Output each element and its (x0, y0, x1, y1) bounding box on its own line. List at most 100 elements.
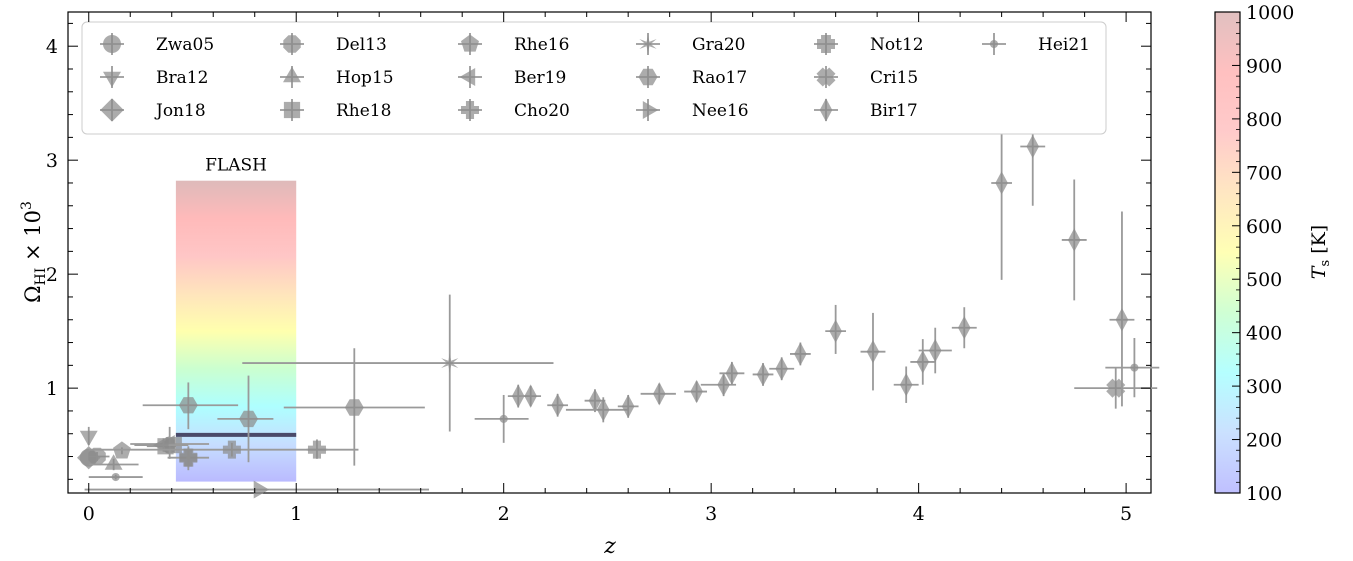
data-point (700, 373, 737, 397)
legend-frame (81, 21, 1107, 135)
y-tick-label: 4 (46, 36, 58, 58)
x-tick-label: 5 (1120, 503, 1132, 525)
colorbar-tick-label: 400 (1246, 323, 1282, 345)
marker-hei21 (1130, 363, 1139, 372)
x-axis-label: z (603, 534, 616, 559)
legend-label: Rao17 (692, 68, 747, 88)
data-point (88, 454, 139, 471)
marker-bir17 (690, 379, 703, 404)
legend-entry-jon18: Jon18 (100, 98, 206, 122)
data-point (719, 361, 745, 386)
colorbar-label: Ts [K] (1308, 225, 1333, 279)
marker-gra20 (441, 353, 459, 373)
marker-hei21 (499, 414, 508, 423)
marker-bir17 (717, 373, 730, 397)
legend-entry-nee16: Nee16 (636, 99, 749, 121)
legend-entry-hei21: Hei21 (982, 33, 1090, 55)
legend-marker (459, 68, 476, 86)
marker-bir17 (621, 394, 635, 419)
legend-label: Hop15 (336, 68, 394, 88)
marker-hei21 (111, 472, 120, 482)
legend-marker (819, 98, 833, 122)
data-point (88, 447, 110, 466)
colorbar-tick-label: 200 (1246, 430, 1282, 452)
legend-marker (100, 98, 124, 122)
legend-entry-zwa05: Zwa05 (100, 33, 214, 55)
marker-bir17 (551, 393, 564, 417)
series-gra20 (242, 294, 554, 432)
legend-label: Zwa05 (156, 35, 214, 55)
data-point (893, 366, 919, 403)
colorbar-label-main: T (1308, 265, 1330, 279)
legend-entry-hop15: Hop15 (280, 66, 394, 88)
data-point (79, 426, 98, 447)
marker-bir17 (995, 171, 1008, 195)
data-point (684, 379, 708, 404)
marker-nee16 (253, 480, 270, 499)
data-point (474, 394, 529, 443)
colorbar-fill (1215, 12, 1240, 493)
legend-marker (283, 35, 301, 53)
y-label-exp: 3 (19, 201, 35, 210)
series-rao17 (142, 348, 425, 466)
data-point (217, 375, 274, 463)
legend-entry-ber19: Ber19 (458, 66, 566, 88)
colorbar-tick-label: 900 (1246, 55, 1282, 77)
data-point (910, 339, 936, 385)
colorbar-tick-label: 100 (1246, 483, 1282, 505)
marker-bir17 (1115, 308, 1129, 332)
legend-marker (103, 71, 121, 88)
legend-label: Cho20 (514, 101, 570, 121)
legend-label: Hei21 (1038, 35, 1090, 55)
data-points (77, 86, 1160, 499)
legend-marker (638, 68, 658, 86)
marker-cri15 (1106, 378, 1126, 398)
marker-bir17 (916, 350, 930, 374)
legend-marker (816, 67, 836, 87)
marker-bir17 (652, 382, 666, 406)
colorbar-tick-label: 500 (1246, 269, 1282, 291)
x-tick-label: 4 (913, 503, 925, 525)
colorbar-label-unit: [K] (1308, 225, 1330, 260)
series-bir17 (507, 86, 1135, 423)
data-point (520, 384, 542, 408)
marker-bir17 (588, 388, 602, 413)
data-point (283, 348, 425, 466)
marker-bir17 (511, 384, 525, 408)
legend-marker (283, 66, 301, 83)
legend-marker (817, 35, 835, 53)
colorbar-tick-label: 1000 (1246, 2, 1294, 24)
legend-entry-del13: Del13 (280, 33, 387, 55)
legend-entry-rao17: Rao17 (636, 66, 747, 88)
colorbar-tick-label: 800 (1246, 109, 1282, 131)
colorbar: Ts [K] 100 200 300 400 500 600 700 800 900 1000 (1214, 2, 1333, 505)
legend-marker (639, 34, 657, 54)
series-del13 (88, 447, 110, 466)
colorbar-tick-label: 600 (1246, 216, 1282, 238)
x-tick-label: 0 (83, 503, 95, 525)
marker-rao17 (239, 410, 258, 428)
series-hei21 (88, 337, 1160, 482)
y-label-main: Ω (21, 285, 45, 302)
series-bra12 (79, 426, 98, 447)
data-point (565, 397, 629, 423)
legend-entry-rhe18: Rhe18 (280, 99, 391, 121)
data-point (918, 327, 952, 374)
colorbar-tick-label: 700 (1246, 162, 1282, 184)
data-point (1061, 179, 1087, 301)
data-point (640, 382, 676, 406)
data-point (769, 357, 795, 381)
legend-entry-not12: Not12 (814, 33, 924, 55)
data-point (88, 472, 143, 482)
data-point (860, 312, 886, 391)
legend-label: Bir17 (870, 101, 918, 121)
data-point (825, 304, 847, 354)
data-point (1105, 337, 1160, 398)
data-point (84, 480, 429, 499)
y-tick-label: 2 (46, 264, 58, 286)
marker-bir17 (596, 398, 610, 422)
series-hop15 (88, 454, 139, 471)
marker-bra12 (79, 430, 98, 447)
data-point (547, 393, 569, 417)
